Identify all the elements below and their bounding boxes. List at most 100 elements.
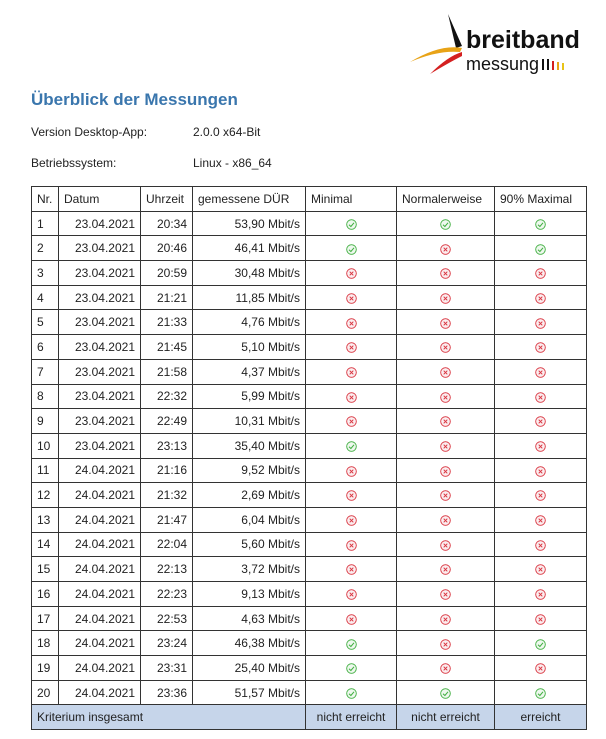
cell: 6 <box>31 334 59 360</box>
cell: 2 <box>31 235 59 262</box>
table-row: 12 24.04.2021 21:32 2,69 Mbit/s <box>31 482 587 508</box>
column-header: Nr. <box>31 186 59 212</box>
status-cell <box>396 432 495 459</box>
status-cell <box>305 457 397 484</box>
status-cell <box>305 679 397 706</box>
cell: 23.04.2021 <box>58 260 141 286</box>
status-cell <box>396 655 495 681</box>
check-icon <box>535 219 546 230</box>
cell: 53,90 Mbit/s <box>192 210 306 237</box>
status-cell <box>396 260 495 286</box>
status-cell <box>305 284 397 311</box>
cell: 12 <box>31 482 59 508</box>
cross-icon <box>440 490 451 502</box>
table-row: 10 23.04.2021 23:13 35,40 Mbit/s <box>31 432 587 459</box>
cell: 9,13 Mbit/s <box>192 581 306 607</box>
status-cell <box>494 581 587 607</box>
cell: 4 <box>31 284 59 311</box>
cross-icon <box>440 243 451 255</box>
cross-icon <box>440 540 451 551</box>
status-cell <box>396 630 495 657</box>
cell: 24.04.2021 <box>58 630 141 657</box>
cell: 21:21 <box>140 284 193 311</box>
cross-icon <box>345 416 357 428</box>
check-icon <box>345 219 357 230</box>
cell: 2,69 Mbit/s <box>192 482 306 508</box>
table-row: 7 23.04.2021 21:58 4,37 Mbit/s <box>31 358 587 385</box>
status-cell <box>305 630 397 657</box>
status-cell <box>396 358 495 385</box>
cross-icon <box>535 367 546 378</box>
cell: 24.04.2021 <box>58 506 141 533</box>
cross-icon <box>440 317 451 329</box>
cell: 23:36 <box>140 679 193 706</box>
cell: 23:24 <box>140 630 193 657</box>
cell: 5,60 Mbit/s <box>192 531 306 558</box>
status-cell <box>396 605 495 632</box>
table-row: 18 24.04.2021 23:24 46,38 Mbit/s <box>31 630 587 657</box>
cell: 46,38 Mbit/s <box>192 630 306 657</box>
cell: 46,41 Mbit/s <box>192 235 306 262</box>
cell: 17 <box>31 605 59 632</box>
table-row: 8 23.04.2021 22:32 5,99 Mbit/s <box>31 383 587 410</box>
check-icon <box>345 663 357 674</box>
status-cell <box>396 457 495 484</box>
status-cell <box>396 383 495 410</box>
cell: 24.04.2021 <box>58 581 141 607</box>
column-header: Uhrzeit <box>140 186 193 212</box>
cross-icon <box>440 367 451 378</box>
table-row: 3 23.04.2021 20:59 30,48 Mbit/s <box>31 260 587 286</box>
cell: 13 <box>31 506 59 533</box>
column-header: Minimal <box>305 186 397 212</box>
table-row: 20 24.04.2021 23:36 51,57 Mbit/s <box>31 679 587 706</box>
cross-icon <box>535 293 546 304</box>
check-icon <box>440 688 451 699</box>
status-cell <box>396 210 495 237</box>
cross-icon <box>440 564 451 576</box>
cross-icon <box>535 540 546 551</box>
cell: 4,76 Mbit/s <box>192 309 306 336</box>
cell: 10,31 Mbit/s <box>192 408 306 434</box>
status-cell <box>494 358 587 385</box>
status-cell <box>494 383 587 410</box>
cross-icon <box>535 441 546 452</box>
table-row: 11 24.04.2021 21:16 9,52 Mbit/s <box>31 457 587 484</box>
table-row: 9 23.04.2021 22:49 10,31 Mbit/s <box>31 408 587 434</box>
status-cell <box>494 679 587 706</box>
logo-text: breitband <box>466 26 580 54</box>
cell: 35,40 Mbit/s <box>192 432 306 459</box>
cell: 23.04.2021 <box>58 235 141 262</box>
table-row: 6 23.04.2021 21:45 5,10 Mbit/s <box>31 334 587 360</box>
cross-icon <box>345 540 357 551</box>
cross-icon <box>345 515 357 526</box>
cross-icon <box>535 614 546 625</box>
logo-bar <box>557 62 559 70</box>
status-cell <box>494 630 587 657</box>
check-icon <box>345 243 357 255</box>
cell: 18 <box>31 630 59 657</box>
cross-icon <box>345 465 357 477</box>
footer-cell: nicht erreicht <box>396 704 495 731</box>
check-icon <box>345 638 357 650</box>
logo-bar <box>562 63 564 70</box>
logo: breitband messung <box>410 14 580 74</box>
status-cell <box>396 408 495 434</box>
cell: 51,57 Mbit/s <box>192 679 306 706</box>
status-cell <box>494 655 587 681</box>
status-cell <box>396 556 495 582</box>
status-cell <box>305 655 397 681</box>
cell: 6,04 Mbit/s <box>192 506 306 533</box>
cross-icon <box>440 342 451 354</box>
status-cell <box>305 432 397 459</box>
info-label: Version Desktop-App: <box>31 125 148 139</box>
cross-icon <box>535 465 546 477</box>
logo-bar <box>547 59 549 70</box>
footer-cell: erreicht <box>494 704 587 731</box>
status-cell <box>396 531 495 558</box>
cross-icon <box>345 367 357 378</box>
cross-icon <box>440 589 451 600</box>
logo-bar <box>552 61 554 70</box>
status-cell <box>305 581 397 607</box>
status-cell <box>396 506 495 533</box>
